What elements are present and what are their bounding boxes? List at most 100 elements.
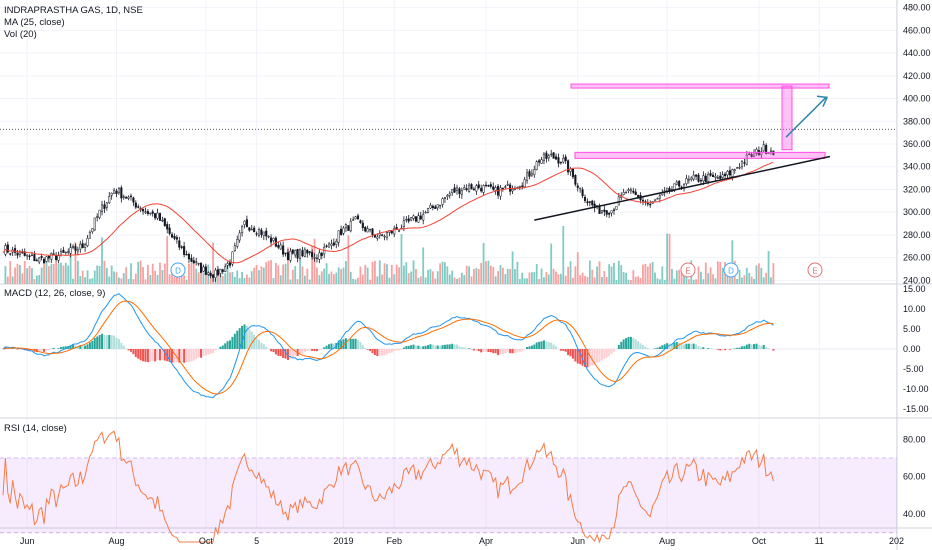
candle-body	[530, 173, 533, 176]
macd-histogram-bar	[598, 349, 601, 363]
volume-bar	[383, 263, 386, 284]
event-marker-label: D	[175, 267, 181, 276]
candle-body	[393, 228, 396, 235]
macd-histogram-bar	[465, 348, 468, 349]
macd-histogram-bar	[402, 347, 405, 349]
candle-body	[390, 230, 393, 234]
volume-bar	[736, 278, 739, 284]
candle-body	[127, 196, 130, 199]
price-tick-label: 340.00	[903, 162, 931, 172]
volume-bar	[26, 268, 29, 284]
macd-histogram-bar	[683, 344, 686, 349]
volume-bar	[625, 272, 627, 284]
volume-bar	[306, 268, 309, 284]
macd-histogram-bar	[91, 340, 94, 349]
volume-bar	[9, 261, 12, 284]
candle-body	[250, 228, 253, 231]
main-legend[interactable]: INDRAPRASTHA GAS, 1D, NSE MA (25, close)…	[4, 5, 143, 41]
vol-legend[interactable]: Vol (20)	[4, 29, 37, 40]
volume-bar	[533, 272, 536, 284]
macd-histogram-bar	[509, 349, 512, 354]
macd-histogram-bar	[738, 347, 741, 349]
rsi-legend-label[interactable]: RSI (14, close)	[4, 423, 67, 434]
volume-bar	[596, 266, 598, 284]
macd-histogram-bar	[526, 346, 529, 349]
macd-histogram-bar	[357, 339, 360, 349]
volume-bar	[101, 237, 103, 284]
macd-legend[interactable]: MACD (12, 26, close, 9)	[4, 288, 105, 300]
candle-body	[202, 266, 205, 272]
volume-bar	[550, 243, 553, 284]
macd-histogram-bar	[670, 343, 673, 349]
volume-bar	[226, 262, 229, 284]
volume-bar	[721, 267, 724, 284]
macd-histogram-bar	[733, 348, 736, 349]
macd-histogram-bar	[214, 349, 217, 351]
volume-bar	[23, 260, 26, 284]
volume-bar	[248, 277, 251, 284]
macd-legend-label[interactable]: MACD (12, 26, close, 9)	[4, 288, 106, 299]
macd-histogram-bar	[59, 347, 62, 349]
volume-bar	[320, 271, 323, 284]
volume-bar	[770, 277, 772, 284]
candle-body	[64, 251, 67, 254]
volume-bar	[489, 265, 492, 284]
chart-drawings[interactable]	[0, 83, 897, 221]
volume-bar	[96, 265, 99, 284]
macd-histogram-bar	[757, 345, 760, 349]
macd-histogram-bar	[632, 337, 635, 349]
macd-histogram-bar	[511, 349, 514, 354]
macd-histogram-bar	[571, 349, 574, 359]
candle-body	[506, 184, 509, 186]
candle-body	[443, 197, 446, 200]
candle-body	[291, 249, 294, 254]
candle-body	[100, 204, 104, 212]
volume-bar	[127, 278, 130, 284]
volume-bar	[376, 276, 379, 284]
macd-histogram-bar	[16, 349, 19, 350]
volume-bar	[250, 271, 253, 284]
rsi-legend[interactable]: RSI (14, close)	[4, 423, 67, 435]
candle-body	[55, 255, 58, 261]
candle-body	[637, 195, 640, 197]
macd-histogram-bar	[559, 349, 562, 351]
macd-histogram-bar	[750, 344, 753, 349]
candle-body	[204, 266, 207, 275]
macd-tick-label: 15.00	[903, 284, 926, 294]
candle-body	[414, 216, 418, 222]
candle-body	[383, 235, 386, 238]
volume-bar	[424, 277, 427, 284]
macd-histogram-bar	[492, 349, 495, 354]
macd-tick-label: 0.00	[903, 344, 921, 354]
volume-bar	[212, 242, 215, 284]
candle-body	[612, 209, 616, 211]
macd-histogram-bar	[728, 349, 731, 350]
macd-histogram-bar	[434, 345, 437, 349]
symbol-title[interactable]: INDRAPRASTHA GAS, 1D, NSE	[4, 5, 143, 16]
macd-histogram-bar	[96, 336, 99, 349]
macd-tick-label: -15.00	[903, 404, 929, 414]
ma-legend[interactable]: MA (25, close)	[4, 17, 65, 28]
candle-body	[748, 153, 751, 156]
volume-bar	[16, 263, 19, 284]
price-tick-label: 240.00	[903, 275, 931, 285]
macd-histogram-bar	[552, 344, 555, 349]
macd-histogram-bar	[637, 341, 640, 349]
macd-tick-label: 10.00	[903, 304, 926, 314]
volume-bar	[217, 268, 219, 284]
candle-body	[528, 171, 531, 177]
macd-histogram-bar	[149, 349, 152, 362]
volume-bar	[354, 279, 357, 284]
macd-histogram-bar	[229, 340, 232, 349]
macd-histogram-bar	[137, 349, 140, 359]
candle-body	[472, 188, 475, 191]
target-arrow-shaft	[785, 96, 827, 138]
macd-histogram-bar	[719, 349, 722, 351]
candle-body	[330, 243, 333, 246]
volume-bar	[605, 277, 608, 284]
macd-histogram-bar	[219, 346, 222, 349]
volume-bar	[202, 272, 205, 284]
macd-histogram-bar	[639, 343, 642, 349]
